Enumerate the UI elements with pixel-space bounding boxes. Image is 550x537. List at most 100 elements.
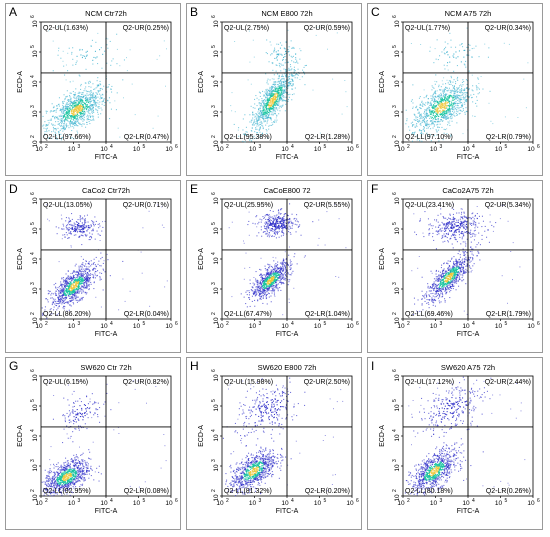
event-point <box>66 234 68 236</box>
event-point <box>62 307 64 309</box>
event-point <box>272 103 274 105</box>
event-point <box>281 267 283 269</box>
event-point <box>93 258 95 260</box>
event-point <box>279 86 281 88</box>
event-point <box>102 289 104 291</box>
event-point <box>251 119 253 121</box>
event-point <box>429 50 431 52</box>
event-point <box>112 58 114 60</box>
event-point <box>71 108 73 110</box>
event-point <box>88 112 90 114</box>
event-point <box>449 94 451 96</box>
event-point <box>248 294 250 296</box>
event-point <box>446 110 448 112</box>
event-point <box>123 97 124 99</box>
event-point <box>74 125 76 127</box>
event-point <box>444 108 446 110</box>
event-point <box>440 107 442 109</box>
y-tick-exponent: 3 <box>30 282 36 285</box>
event-point <box>86 277 88 279</box>
event-point <box>63 306 65 308</box>
event-point <box>81 222 83 224</box>
event-point <box>82 258 84 260</box>
event-point <box>267 278 269 280</box>
event-point <box>284 85 286 87</box>
event-point <box>91 94 93 96</box>
event-point <box>94 272 96 274</box>
event-point <box>440 96 442 98</box>
event-point <box>446 112 448 114</box>
event-point <box>50 110 52 112</box>
event-point <box>240 293 242 295</box>
event-point <box>453 109 455 111</box>
event-point <box>83 277 85 279</box>
event-point <box>274 269 276 271</box>
event-point <box>58 134 60 136</box>
event-point <box>258 103 260 105</box>
event-point <box>266 283 268 285</box>
quadrant-label-lr: Q2-LR(0.04%) <box>124 311 169 318</box>
event-point <box>283 283 285 285</box>
event-point <box>63 293 65 295</box>
event-point <box>84 227 86 229</box>
event-point <box>270 107 272 109</box>
x-tick-label: 10 <box>68 146 76 153</box>
event-point <box>281 44 283 46</box>
event-point <box>52 107 54 109</box>
event-point <box>243 296 245 298</box>
event-point <box>441 111 443 113</box>
event-point <box>68 217 70 219</box>
event-point <box>270 276 272 278</box>
event-point <box>85 97 87 99</box>
event-point <box>270 105 272 107</box>
y-tick: 104 <box>30 75 39 88</box>
event-point <box>427 98 429 100</box>
event-point <box>102 262 104 264</box>
event-point <box>267 280 269 282</box>
event-point <box>417 108 419 110</box>
event-point <box>449 110 451 112</box>
event-point <box>122 278 124 280</box>
event-point <box>271 105 273 107</box>
event-point <box>70 283 72 285</box>
event-point <box>79 97 81 99</box>
event-point <box>444 103 446 105</box>
event-point <box>75 104 77 106</box>
event-point <box>90 104 92 106</box>
event-point <box>464 92 466 94</box>
event-point <box>447 104 449 106</box>
event-point <box>89 113 91 115</box>
event-point <box>258 108 260 110</box>
event-point <box>63 65 65 67</box>
event-point <box>65 96 67 98</box>
event-point <box>461 87 463 89</box>
event-point <box>273 279 275 281</box>
event-point <box>70 231 72 233</box>
event-point <box>449 103 451 105</box>
event-point <box>79 220 81 222</box>
event-point <box>271 270 273 272</box>
event-point <box>445 98 447 100</box>
event-point <box>283 89 285 91</box>
event-point <box>422 105 424 107</box>
event-point <box>274 272 276 274</box>
event-point <box>64 128 66 130</box>
event-point <box>76 111 78 113</box>
event-point <box>80 271 82 273</box>
event-point <box>456 107 458 109</box>
event-point <box>277 98 279 100</box>
event-point <box>456 114 458 116</box>
event-point <box>252 114 254 116</box>
event-cloud <box>405 27 529 142</box>
event-point <box>255 118 257 120</box>
event-point <box>446 116 448 118</box>
event-point <box>79 101 81 103</box>
event-point <box>66 283 68 285</box>
event-point <box>292 55 294 57</box>
event-point <box>81 291 83 293</box>
event-point <box>273 285 275 287</box>
event-point <box>74 108 76 110</box>
event-point <box>517 117 519 118</box>
event-point <box>441 80 443 82</box>
event-point <box>76 295 78 297</box>
